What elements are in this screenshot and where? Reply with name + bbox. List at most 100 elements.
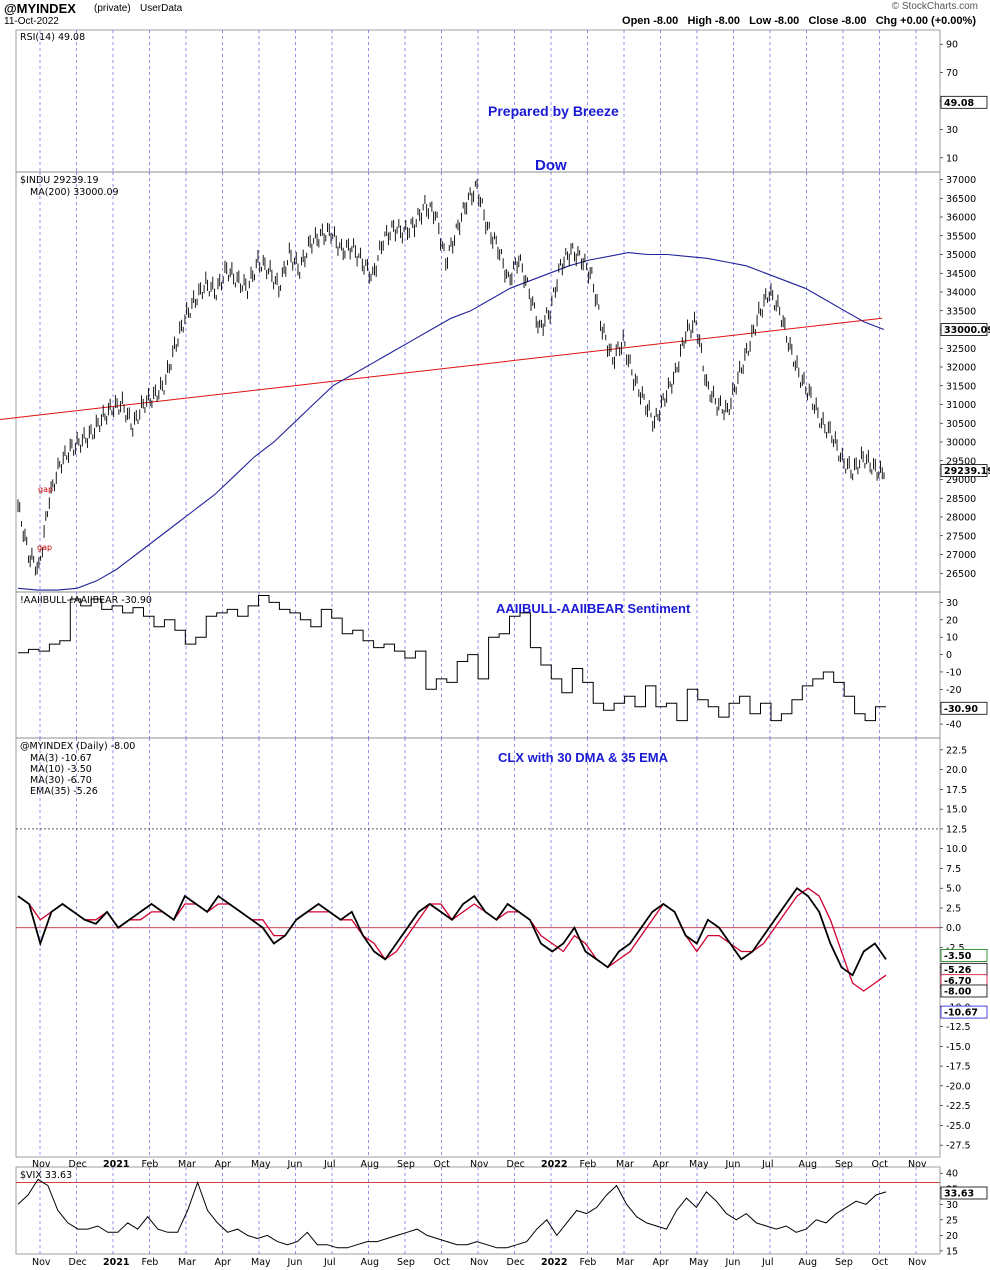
x-tick-label: Feb	[142, 1159, 159, 1170]
x-tick-label: Aug	[361, 1159, 380, 1170]
y-tick-label: -2.5	[946, 943, 965, 954]
sentiment-title: AAIIBULL-AAIIBEAR Sentiment	[496, 601, 691, 616]
x-tick-label: Feb	[580, 1159, 597, 1170]
y-tick-label: -40	[946, 720, 962, 731]
x-tick-label: Aug	[799, 1159, 818, 1170]
y-tick-label: 7.5	[946, 864, 961, 875]
y-tick-label: 25	[946, 1215, 958, 1226]
sentiment-value-tag-box	[940, 701, 988, 715]
y-tick-label: -10	[946, 667, 962, 678]
y-tick-label: 15.0	[946, 805, 967, 816]
y-tick-label: 28000	[946, 513, 976, 524]
y-tick-label: 34500	[946, 269, 976, 280]
x-tick-label: Jun	[725, 1159, 741, 1170]
x-tick-label: Jul	[761, 1257, 773, 1268]
x-tick-label: Mar	[178, 1159, 196, 1170]
x-tick-label: Nov	[908, 1159, 927, 1170]
x-tick-label: Aug	[361, 1257, 380, 1268]
x-tick-label: Nov	[32, 1257, 51, 1268]
y-tick-label: 10.0	[946, 844, 967, 855]
x-tick-label: Nov	[470, 1159, 489, 1170]
y-tick-label: 36000	[946, 213, 976, 224]
y-tick-label: 27000	[946, 550, 976, 561]
y-tick-label: 35500	[946, 231, 976, 242]
y-tick-label: 31500	[946, 381, 976, 392]
clx-value-tag: -3.50	[944, 951, 972, 962]
y-tick-label: 17.5	[946, 785, 967, 796]
y-tick-label: -22.5	[946, 1101, 971, 1112]
x-tick-label: Apr	[215, 1257, 232, 1268]
x-tick-label: May	[689, 1159, 709, 1170]
y-tick-label: 37000	[946, 175, 976, 186]
y-tick-label: 27500	[946, 531, 976, 542]
y-tick-label: 30000	[946, 438, 976, 449]
y-tick-label: 12.5	[946, 824, 967, 835]
y-tick-label: 31000	[946, 400, 976, 411]
chart-date: 11-Oct-2022	[4, 16, 59, 27]
x-tick-label: May	[689, 1257, 709, 1268]
y-tick-label: 0	[946, 650, 952, 661]
y-tick-label: -17.5	[946, 1062, 971, 1073]
x-tick-label: Nov	[470, 1257, 489, 1268]
sentiment-legend: !AAIIBULL-!AAIIBEAR -30.90	[20, 595, 152, 606]
gap-label-upper: gap	[38, 485, 53, 494]
x-tick-label: Nov	[908, 1257, 927, 1268]
clx-legend: @MYINDEX (Daily) -8.00	[20, 741, 135, 752]
y-tick-label: 30500	[946, 419, 976, 430]
gap-label-lower: gap	[37, 543, 52, 552]
chart-source: UserData	[140, 3, 183, 14]
y-tick-label: -20	[946, 685, 962, 696]
y-tick-label: -25.0	[946, 1121, 971, 1132]
sentiment-value-tag: -30.90	[944, 704, 978, 715]
y-tick-label: 15	[946, 1246, 958, 1257]
x-tick-label: Feb	[142, 1257, 159, 1268]
x-tick-label: Oct	[434, 1159, 451, 1170]
x-tick-label: Jun	[287, 1257, 303, 1268]
y-tick-label: -12.5	[946, 1022, 971, 1033]
x-tick-label: Nov	[32, 1159, 51, 1170]
x-tick-label: Apr	[653, 1159, 670, 1170]
y-tick-label: 10	[946, 633, 958, 644]
x-tick-label: Dec	[69, 1257, 87, 1268]
clx-title: CLX with 30 DMA & 35 EMA	[498, 750, 669, 765]
x-tick-label: Jun	[725, 1257, 741, 1268]
dow-value-tag-box	[940, 464, 988, 477]
rsi-value-tag-box	[940, 95, 988, 109]
ma200-value-tag: 33000.09	[944, 325, 990, 336]
x-tick-label: Jul	[323, 1159, 335, 1170]
y-tick-label: 20	[946, 615, 958, 626]
x-tick-label: 2022	[541, 1159, 567, 1170]
y-tick-label: 35000	[946, 250, 976, 261]
watermark: © StockCharts.com	[891, 1, 978, 12]
y-tick-label: -15.0	[946, 1042, 971, 1053]
x-tick-label: Jul	[323, 1257, 335, 1268]
rsi-legend: RSI(14) 49.08	[20, 32, 85, 43]
y-tick-label: 32500	[946, 344, 976, 355]
x-tick-label: Dec	[507, 1159, 525, 1170]
x-tick-label: Aug	[799, 1257, 818, 1268]
y-tick-label: 30	[946, 125, 958, 136]
clx-ma-legend: MA(30) -6.70	[30, 775, 92, 786]
ma200-legend: MA(200) 33000.09	[30, 187, 119, 198]
y-tick-label: 32000	[946, 363, 976, 374]
x-tick-label: Sep	[835, 1257, 853, 1268]
vix-legend: $VIX 33.63	[20, 1170, 72, 1181]
x-tick-label: Apr	[215, 1159, 232, 1170]
clx-value-tag: -5.26	[944, 965, 972, 976]
y-tick-label: 33500	[946, 306, 976, 317]
ma200-value-tag-box	[940, 323, 988, 336]
x-tick-label: Mar	[616, 1159, 634, 1170]
x-tick-label: Oct	[434, 1257, 451, 1268]
y-tick-label: 30	[946, 598, 958, 609]
y-tick-label: 34000	[946, 288, 976, 299]
x-tick-label: Feb	[580, 1257, 597, 1268]
y-tick-label: 90	[946, 40, 958, 51]
rsi-value-tag: 49.08	[944, 98, 974, 109]
y-tick-label: 40	[946, 1169, 958, 1180]
ohlc-readout: Open -8.00 High -8.00 Low -8.00 Close -8…	[622, 15, 976, 27]
y-tick-label: 2.5	[946, 903, 961, 914]
clx-ma-legend: MA(3) -10.67	[30, 753, 92, 764]
dow-label: Dow	[535, 157, 567, 174]
x-tick-label: Mar	[178, 1257, 196, 1268]
